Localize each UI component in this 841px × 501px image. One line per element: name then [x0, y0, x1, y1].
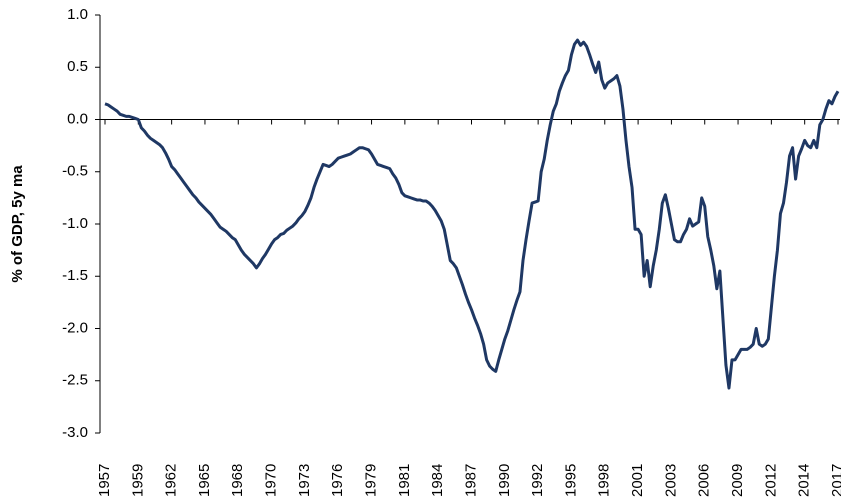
x-tick-label: 2014 [796, 464, 813, 497]
x-tick-label: 2001 [629, 464, 646, 497]
x-tick-label: 1984 [429, 464, 446, 497]
y-tick-label: -1.0 [62, 215, 88, 232]
x-tick-label: 1962 [163, 464, 180, 497]
x-tick-label: 2006 [696, 464, 713, 497]
x-tick-label: 1981 [396, 464, 413, 497]
x-tick-label: 1998 [596, 464, 613, 497]
x-tick-label: 1992 [529, 464, 546, 497]
x-tick-label: 1957 [96, 464, 113, 497]
y-tick-label: 1.0 [67, 6, 88, 23]
x-tick-label: 1970 [263, 464, 280, 497]
x-tick-label: 1979 [363, 464, 380, 497]
x-tick-label: 1965 [196, 464, 213, 497]
data-line [104, 38, 840, 390]
x-tick-label: 1973 [296, 464, 313, 497]
y-tick-label: -0.5 [62, 163, 88, 180]
x-tick-label: 1987 [462, 464, 479, 497]
x-tick-label: 1968 [229, 464, 246, 497]
x-tick-label: 1990 [496, 464, 513, 497]
y-tick-label: -3.0 [62, 424, 88, 441]
x-tick-label: 2003 [662, 464, 679, 497]
x-tick-label: 1959 [129, 464, 146, 497]
y-tick-label: -1.5 [62, 267, 88, 284]
x-tick-label: 1995 [562, 464, 579, 497]
y-tick-label: -2.5 [62, 372, 88, 389]
y-tick-label: 0.5 [67, 58, 88, 75]
y-tick-label: 0.0 [67, 110, 88, 127]
x-tick-label: 1976 [329, 464, 346, 497]
y-tick-label: -2.0 [62, 319, 88, 336]
x-tick-label: 2009 [729, 464, 746, 497]
y-axis-label: % of GDP, 5y ma [9, 165, 26, 283]
x-tick-label: 2012 [762, 464, 779, 497]
x-tick-label: 2017 [829, 464, 841, 497]
